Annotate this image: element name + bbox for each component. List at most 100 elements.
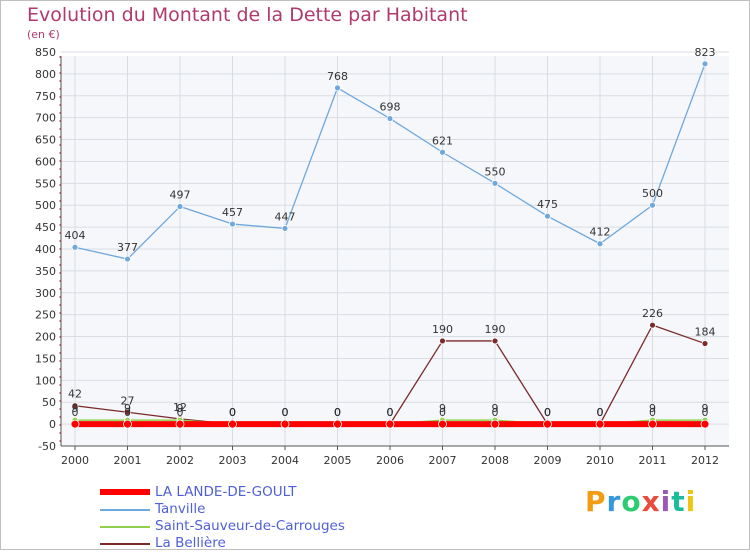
data-label-tanville: 404 bbox=[65, 229, 86, 242]
x-tick-label: 2008 bbox=[481, 454, 509, 467]
legend-item-saint-sauveur-de-carrouges[interactable]: Saint-Sauveur-de-Carrouges bbox=[100, 518, 400, 535]
y-tick-label: 300 bbox=[35, 287, 56, 300]
x-tick-label: 2011 bbox=[639, 454, 667, 467]
data-point-tanville bbox=[649, 201, 656, 209]
y-tick-label: 650 bbox=[35, 134, 56, 147]
data-point-la-lande-de-goult bbox=[700, 419, 710, 429]
legend-swatch-saint-sauveur-de-carrouges bbox=[100, 526, 150, 528]
data-label-saint-sauveur-de-carrouges: 0 bbox=[597, 406, 604, 419]
data-label-la-lande-de-goult: 0 bbox=[544, 406, 551, 419]
y-tick-label: 400 bbox=[35, 243, 56, 256]
data-point-la-lande-de-goult bbox=[595, 419, 605, 429]
data-label-tanville: 823 bbox=[695, 46, 716, 59]
data-point-la-belli-re bbox=[701, 340, 709, 347]
data-label-tanville: 377 bbox=[117, 241, 138, 254]
data-label-la-lande-de-goult: 0 bbox=[124, 406, 131, 419]
data-label-la-lande-de-goult: 0 bbox=[334, 406, 341, 419]
data-point-tanville bbox=[386, 115, 394, 122]
data-point-tanville bbox=[491, 179, 499, 187]
brand-letter: r bbox=[606, 485, 622, 518]
data-label-tanville: 621 bbox=[432, 134, 453, 147]
data-point-tanville bbox=[176, 203, 184, 210]
x-tick-label: 2012 bbox=[691, 454, 719, 467]
data-point-la-lande-de-goult bbox=[333, 419, 342, 429]
data-label-la-lande-de-goult: 0 bbox=[177, 406, 184, 419]
legend-label-la-belliere: La Bellière bbox=[155, 535, 226, 551]
data-point-la-belli-re bbox=[439, 337, 446, 345]
y-tick-label: 0 bbox=[49, 418, 56, 431]
data-label-la-belli-re: 0 bbox=[282, 406, 289, 419]
x-tick-label: 2000 bbox=[61, 454, 89, 467]
data-point-tanville bbox=[334, 84, 341, 92]
y-tick-label: 450 bbox=[35, 221, 56, 234]
data-label-la-belli-re: 27 bbox=[121, 394, 135, 407]
y-tick-label: 750 bbox=[35, 90, 56, 103]
data-label-tanville: 698 bbox=[380, 101, 401, 114]
data-label-saint-sauveur-de-carrouges: 9 bbox=[702, 402, 709, 415]
legend-swatch-la-lande-de-goult bbox=[100, 489, 150, 495]
data-label-tanville: 475 bbox=[537, 198, 558, 211]
legend-label-tanville: Tanville bbox=[155, 501, 206, 517]
data-label-saint-sauveur-de-carrouges: 0 bbox=[387, 406, 394, 419]
data-point-tanville bbox=[544, 212, 551, 220]
data-label-la-belli-re: 190 bbox=[432, 323, 453, 336]
y-tick-label: 100 bbox=[35, 374, 56, 387]
legend-swatch-la-belliere bbox=[100, 543, 150, 545]
data-point-la-belli-re bbox=[71, 402, 79, 410]
data-point-tanville bbox=[281, 225, 289, 232]
brand-letter: P bbox=[585, 485, 607, 518]
data-label-la-belli-re: 226 bbox=[642, 307, 663, 320]
data-label-la-belli-re: 0 bbox=[597, 406, 604, 419]
brand-letter: t bbox=[671, 485, 686, 518]
data-label-la-belli-re: 0 bbox=[229, 406, 236, 419]
chart-subtitle: (en €) bbox=[27, 28, 60, 41]
legend: LA LANDE-DE-GOULT Tanville Saint-Sauveur… bbox=[100, 484, 400, 552]
data-label-saint-sauveur-de-carrouges: 0 bbox=[544, 406, 551, 419]
data-point-la-lande-de-goult bbox=[280, 419, 290, 429]
x-tick-label: 2003 bbox=[219, 454, 247, 467]
data-point-la-lande-de-goult bbox=[543, 419, 552, 429]
data-label-la-belli-re: 190 bbox=[485, 323, 506, 336]
legend-item-la-belliere[interactable]: La Bellière bbox=[100, 535, 400, 552]
data-label-la-lande-de-goult: 0 bbox=[387, 406, 394, 419]
data-point-la-belli-re bbox=[124, 408, 131, 416]
y-tick-label: 250 bbox=[35, 309, 56, 322]
data-point-la-lande-de-goult bbox=[175, 419, 185, 429]
y-tick-label: 150 bbox=[35, 352, 56, 365]
data-label-la-belli-re: 184 bbox=[695, 326, 716, 339]
legend-item-tanville[interactable]: Tanville bbox=[100, 501, 400, 518]
data-label-la-belli-re: 42 bbox=[68, 388, 82, 401]
brand-letter: x bbox=[641, 485, 661, 518]
legend-item-la-lande-de-goult[interactable]: LA LANDE-DE-GOULT bbox=[100, 484, 400, 501]
data-label-tanville: 497 bbox=[170, 189, 191, 202]
data-label-la-lande-de-goult: 0 bbox=[597, 406, 604, 419]
data-point-la-lande-de-goult bbox=[70, 419, 80, 429]
data-label-la-lande-de-goult: 0 bbox=[649, 406, 656, 419]
data-point-la-lande-de-goult bbox=[385, 419, 395, 429]
x-tick-label: 2010 bbox=[586, 454, 614, 467]
chart-plot: -50 0 50 100 150 200 250 300 350 400 450 500 550 600 6… bbox=[35, 46, 729, 467]
chart-title: Evolution du Montant de la Dette par Hab… bbox=[27, 4, 468, 26]
brand-letter: i bbox=[660, 485, 672, 518]
legend-label-la-lande-de-goult: LA LANDE-DE-GOULT bbox=[155, 484, 297, 500]
brand-logo: Proxiti bbox=[585, 485, 696, 518]
data-point-tanville bbox=[596, 240, 604, 248]
data-point-la-lande-de-goult bbox=[228, 419, 237, 429]
data-label-la-belli-re: 12 bbox=[173, 401, 187, 414]
data-point-tanville bbox=[701, 60, 709, 68]
data-point-la-lande-de-goult bbox=[123, 419, 132, 429]
data-point-la-lande-de-goult bbox=[490, 419, 500, 429]
data-point-tanville bbox=[124, 255, 131, 263]
y-tick-label: 550 bbox=[35, 177, 56, 190]
x-tick-label: 2001 bbox=[114, 454, 142, 467]
data-label-tanville: 500 bbox=[642, 187, 663, 200]
y-tick-label: 200 bbox=[35, 331, 56, 344]
y-tick-label: 850 bbox=[35, 46, 56, 59]
y-tick-label: 500 bbox=[35, 199, 56, 212]
x-tick-label: 2002 bbox=[166, 454, 194, 467]
data-label-tanville: 457 bbox=[222, 206, 243, 219]
data-label-la-lande-de-goult: 0 bbox=[229, 406, 236, 419]
data-point-tanville bbox=[229, 220, 236, 228]
data-point-tanville bbox=[439, 148, 446, 156]
data-label-saint-sauveur-de-carrouges: 0 bbox=[229, 406, 236, 419]
